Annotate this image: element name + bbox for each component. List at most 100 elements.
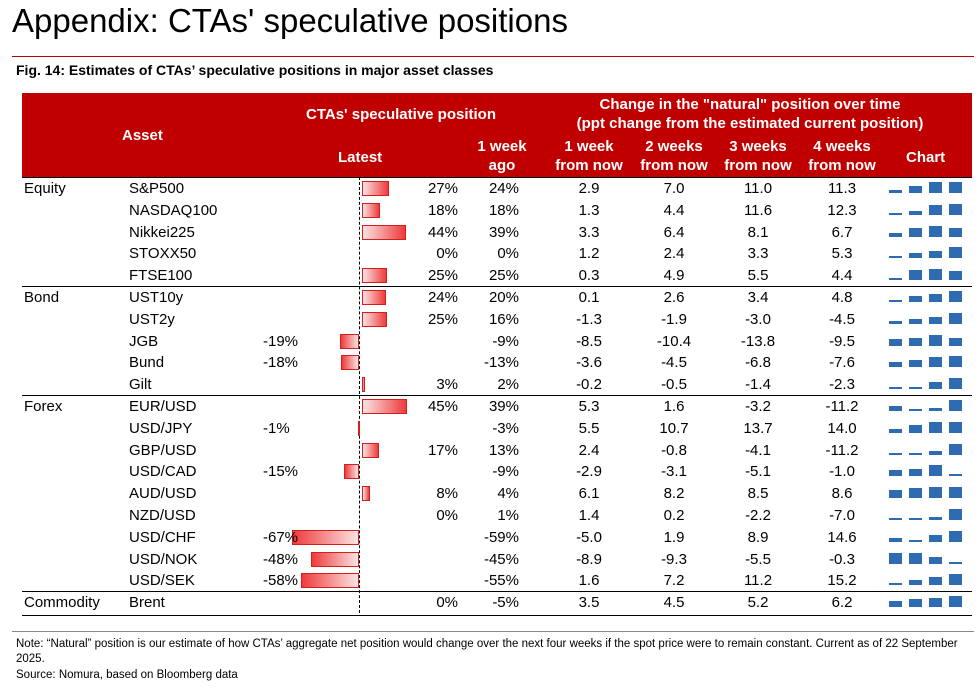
latest-value: -15% (263, 463, 299, 481)
sparkline-mark (949, 596, 962, 608)
change-3w: 8.9 (747, 528, 769, 546)
change-3w: 5.5 (747, 267, 769, 285)
sparkline-mark (889, 300, 902, 302)
change-1w: 5.5 (578, 419, 600, 437)
sparkline-mark (909, 580, 922, 586)
asset-name: Bund (129, 354, 165, 372)
change-4w: 4.8 (831, 289, 853, 306)
week-ago-value: 16% (488, 310, 519, 328)
header-change-sub: (ppt change from the estimated current p… (576, 115, 924, 132)
change-3w: 11.6 (743, 201, 773, 219)
asset-name: USD/NOK (129, 550, 198, 568)
week-ago-value: -13% (483, 354, 519, 372)
asset-name: NZD/USD (129, 507, 196, 524)
sparkline-mark (949, 203, 962, 215)
latest-position-bar (362, 202, 380, 218)
sparkline-mark (889, 470, 902, 477)
week-ago-value: -55% (483, 572, 519, 590)
sparkline-mark (949, 509, 962, 520)
sparkline-mark (949, 574, 962, 586)
change-4w: 8.6 (831, 485, 853, 503)
latest-position-bar (362, 311, 387, 327)
sparkline-mark (909, 360, 922, 368)
asset-name: GBP/USD (129, 441, 197, 459)
sparkline-mark (949, 474, 962, 477)
latest-position-bar (362, 442, 379, 458)
sparkline-mark (949, 271, 962, 281)
change-1w: 1.2 (578, 245, 600, 263)
change-4w: 6.2 (831, 594, 853, 612)
change-3w: -6.8 (745, 354, 771, 372)
sparkline-mark (949, 378, 962, 390)
figure-caption: Fig. 14: Estimates of CTAs’ speculative … (16, 62, 494, 78)
change-2w: -10.4 (656, 332, 692, 350)
week-ago-value: 20% (488, 289, 519, 306)
group-label: Equity (24, 180, 66, 197)
sparkline-mark (889, 362, 902, 368)
week-ago-value: -45% (483, 550, 519, 568)
sparkline-mark (929, 421, 942, 433)
latest-position-bar (340, 333, 359, 349)
latest-value: -58% (263, 572, 299, 590)
sparkline-mark (949, 530, 962, 542)
change-3w: 5.2 (747, 594, 769, 612)
change-4w: -11.2 (825, 441, 859, 459)
sparkline-mark (929, 357, 942, 368)
sparkline-mark (909, 469, 922, 477)
latest-position-bar (344, 464, 359, 480)
sparkline-mark (949, 227, 962, 237)
latest-position-bar (362, 377, 365, 393)
sparkline-mark (909, 599, 922, 608)
sparkline-mark (929, 269, 942, 281)
change-3w: 8.5 (747, 485, 769, 503)
sparkline-mark (909, 539, 922, 542)
change-1w: 2.4 (578, 441, 600, 459)
sparkline-mark (929, 182, 942, 193)
sparkline-mark (909, 227, 922, 237)
week-ago-value: -9% (492, 463, 519, 481)
sparkline-mark (929, 517, 942, 520)
asset-name: USD/JPY (129, 419, 193, 437)
sparkline-mark (929, 251, 942, 259)
header-2w: 2 weeks from now (632, 137, 716, 175)
latest-value: 0% (436, 245, 458, 263)
change-1w: 5.3 (578, 398, 600, 415)
change-2w: 6.4 (663, 223, 685, 241)
sparkline-mark (909, 296, 922, 302)
latest-position-bar (362, 268, 387, 284)
asset-name: JGB (129, 332, 159, 350)
change-2w: 10.7 (659, 419, 689, 437)
change-1w: -3.6 (576, 354, 602, 372)
week-ago-value: 1% (497, 507, 519, 524)
asset-name: S&P500 (129, 180, 185, 197)
change-4w: 4.4 (831, 267, 853, 285)
change-3w: -3.2 (745, 398, 771, 415)
group-divider (22, 177, 972, 178)
change-4w: 6.7 (831, 223, 853, 241)
sparkline-mark (889, 232, 902, 237)
change-4w: -0.3 (829, 550, 855, 568)
header-week-ago: 1 week ago (470, 137, 534, 175)
sparkline-mark (929, 598, 942, 608)
week-ago-value: -9% (492, 332, 519, 350)
change-3w: -5.5 (745, 550, 771, 568)
latest-value: -67% (263, 528, 299, 546)
change-2w: 4.4 (663, 201, 685, 219)
change-1w: -0.2 (576, 376, 602, 394)
header-4w: 4 weeks from now (800, 137, 884, 175)
sparkline-mark (909, 253, 922, 259)
sparkline-mark (909, 210, 922, 215)
sparkline-mark (889, 601, 902, 608)
change-1w: -1.3 (576, 310, 602, 328)
change-4w: -7.0 (829, 507, 855, 524)
latest-position-bar (362, 224, 406, 240)
sparkline-mark (949, 400, 962, 411)
change-2w: -1.9 (661, 310, 687, 328)
sparkline-mark (929, 334, 942, 346)
week-ago-value: -3% (492, 419, 519, 437)
change-4w: 14.0 (827, 419, 857, 437)
latest-value: -18% (263, 354, 299, 372)
sparkline-mark (929, 577, 942, 586)
change-3w: 13.7 (743, 419, 773, 437)
group-divider (22, 286, 972, 287)
